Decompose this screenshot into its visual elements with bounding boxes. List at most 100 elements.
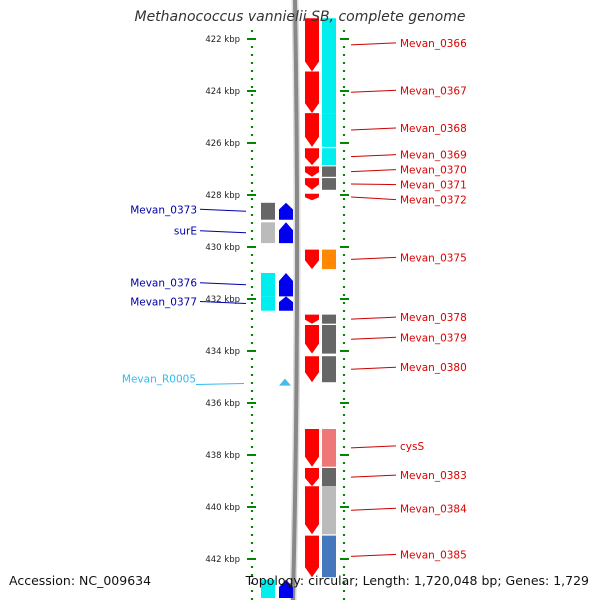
gene-arrow-gsurE [279, 222, 293, 244]
gene-label-gsurE: surE [174, 226, 197, 238]
gene-arrow-g0366 [305, 18, 319, 72]
genome-backbone [289, 0, 301, 600]
tick-label: 440 kbp [205, 503, 240, 513]
gene-arrow-g0369 [305, 148, 319, 166]
leader-g0379 [350, 336, 397, 340]
gene-label-gcysS: cysS [400, 441, 424, 453]
tick-label: 426 kbp [205, 139, 240, 149]
gene-label-g0377: Mevan_0377 [130, 297, 197, 309]
tick-label: 430 kbp [205, 243, 240, 253]
gene-label-g0368: Mevan_0368 [400, 123, 467, 135]
cog-block-g0375 [322, 249, 336, 270]
gene-arrow-g0368 [305, 113, 319, 147]
cog-category-blocks [261, 18, 336, 598]
ruler-left [247, 30, 256, 600]
gene-arrow-g0375 [305, 249, 319, 270]
gene-label-g0380: Mevan_0380 [400, 362, 467, 374]
gene-label-g0375: Mevan_0375 [400, 252, 467, 264]
cog-block-g0385 [322, 535, 336, 578]
ruler-right [340, 30, 349, 600]
gene-arrow-g0367 [305, 71, 319, 114]
cog-block-g0370 [322, 166, 336, 177]
rna-marker-r0005 [279, 378, 291, 386]
gene-arrow-g0377 [279, 296, 293, 311]
gene-label-g0369: Mevan_0369 [400, 150, 467, 162]
gene-label-g0373: Mevan_0373 [130, 204, 197, 216]
axis-tick-labels: 422 kbp 424 kbp 426 kbp 428 kbp 430 kbp 432 k… [205, 35, 240, 565]
leader-gsurE [199, 230, 247, 234]
gene-label-g0367: Mevan_0367 [400, 85, 467, 97]
cog-block-gcysS [322, 429, 336, 467]
gene-arrows [279, 18, 319, 598]
gene-label-g0372: Mevan_0372 [400, 195, 467, 207]
leader-g0377 [199, 301, 247, 305]
cog-block-g0384 [322, 486, 336, 535]
tick-label: 432 kbp [205, 295, 240, 305]
genome-summary-text: Topology: circular; Length: 1,720,048 bp… [245, 573, 589, 588]
leader-g0369 [350, 154, 397, 158]
cog-block-g0383 [322, 468, 336, 487]
cog-block-g0373 [261, 202, 275, 220]
leader-g0371 [350, 183, 397, 186]
tick-label: 442 kbp [205, 555, 240, 565]
gene-arrow-g0370 [305, 166, 319, 177]
gene-label-g0371: Mevan_0371 [400, 180, 467, 192]
label-leader-lines [195, 42, 397, 557]
accession-text: Accession: NC_009634 [9, 573, 152, 588]
leader-g0372 [350, 196, 397, 201]
leader-g0366 [350, 42, 397, 46]
gene-arrow-g0373 [279, 202, 293, 220]
gene-label-g0379: Mevan_0379 [400, 332, 467, 344]
cog-block-g0379 [322, 325, 336, 354]
tick-label: 436 kbp [205, 399, 240, 409]
gene-arrow-g0376 [279, 273, 293, 297]
leader-g0384 [350, 507, 397, 511]
gene-label-g0378: Mevan_0378 [400, 312, 467, 324]
gene-arrow-g0383 [305, 468, 319, 487]
gene-arrow-g0385 [305, 535, 319, 578]
leader-g0383 [350, 474, 397, 478]
gene-label-g0384: Mevan_0384 [400, 503, 467, 515]
leader-g0370 [350, 169, 397, 173]
cog-block-g0369 [322, 148, 336, 166]
gene-arrow-g0371 [305, 178, 319, 190]
leader-g0385 [350, 553, 397, 557]
gene-arrow-g0378 [305, 314, 319, 324]
cog-block-g0367 [322, 71, 336, 114]
gene-arrow-gcysS [305, 429, 319, 467]
gene-label-g0385: Mevan_0385 [400, 549, 467, 561]
tick-label: 424 kbp [205, 87, 240, 97]
cog-block-g0376 [261, 273, 275, 297]
leader-gcysS [350, 445, 397, 449]
cog-block-gsurE [261, 222, 275, 244]
gene-label-g0383: Mevan_0383 [400, 470, 467, 482]
gene-arrow-g0380 [305, 356, 319, 383]
leader-g0375 [350, 256, 397, 260]
cog-block-g0380 [322, 356, 336, 383]
cog-block-gbot1 [261, 579, 275, 598]
cog-block-g0377 [261, 296, 275, 311]
gene-labels: Mevan_0366 Mevan_0367 Mevan_0368 Mevan_0369… [122, 38, 467, 562]
gene-arrow-g0384 [305, 486, 319, 535]
cog-block-g0368 [322, 113, 336, 147]
backbone-line [291, 0, 300, 600]
leader-g0373 [199, 208, 247, 212]
leader-g0380 [350, 366, 397, 370]
gene-label-g0370: Mevan_0370 [400, 165, 467, 177]
cog-block-g0378 [322, 314, 336, 324]
leader-g0367 [350, 89, 397, 93]
leader-r0005 [195, 382, 245, 385]
cog-block-g0371 [322, 178, 336, 190]
tick-label: 438 kbp [205, 451, 240, 461]
gene-label-r0005: Mevan_R0005 [122, 373, 196, 385]
tick-label: 428 kbp [205, 191, 240, 201]
gene-label-g0366: Mevan_0366 [400, 38, 467, 50]
leader-g0376 [199, 282, 247, 286]
leader-g0368 [350, 127, 397, 131]
tick-label: 434 kbp [205, 347, 240, 357]
gene-arrow-g0379 [305, 325, 319, 354]
cog-block-g0366 [322, 18, 336, 72]
map-title: Methanococcus vannielii SB, complete gen… [134, 9, 466, 25]
